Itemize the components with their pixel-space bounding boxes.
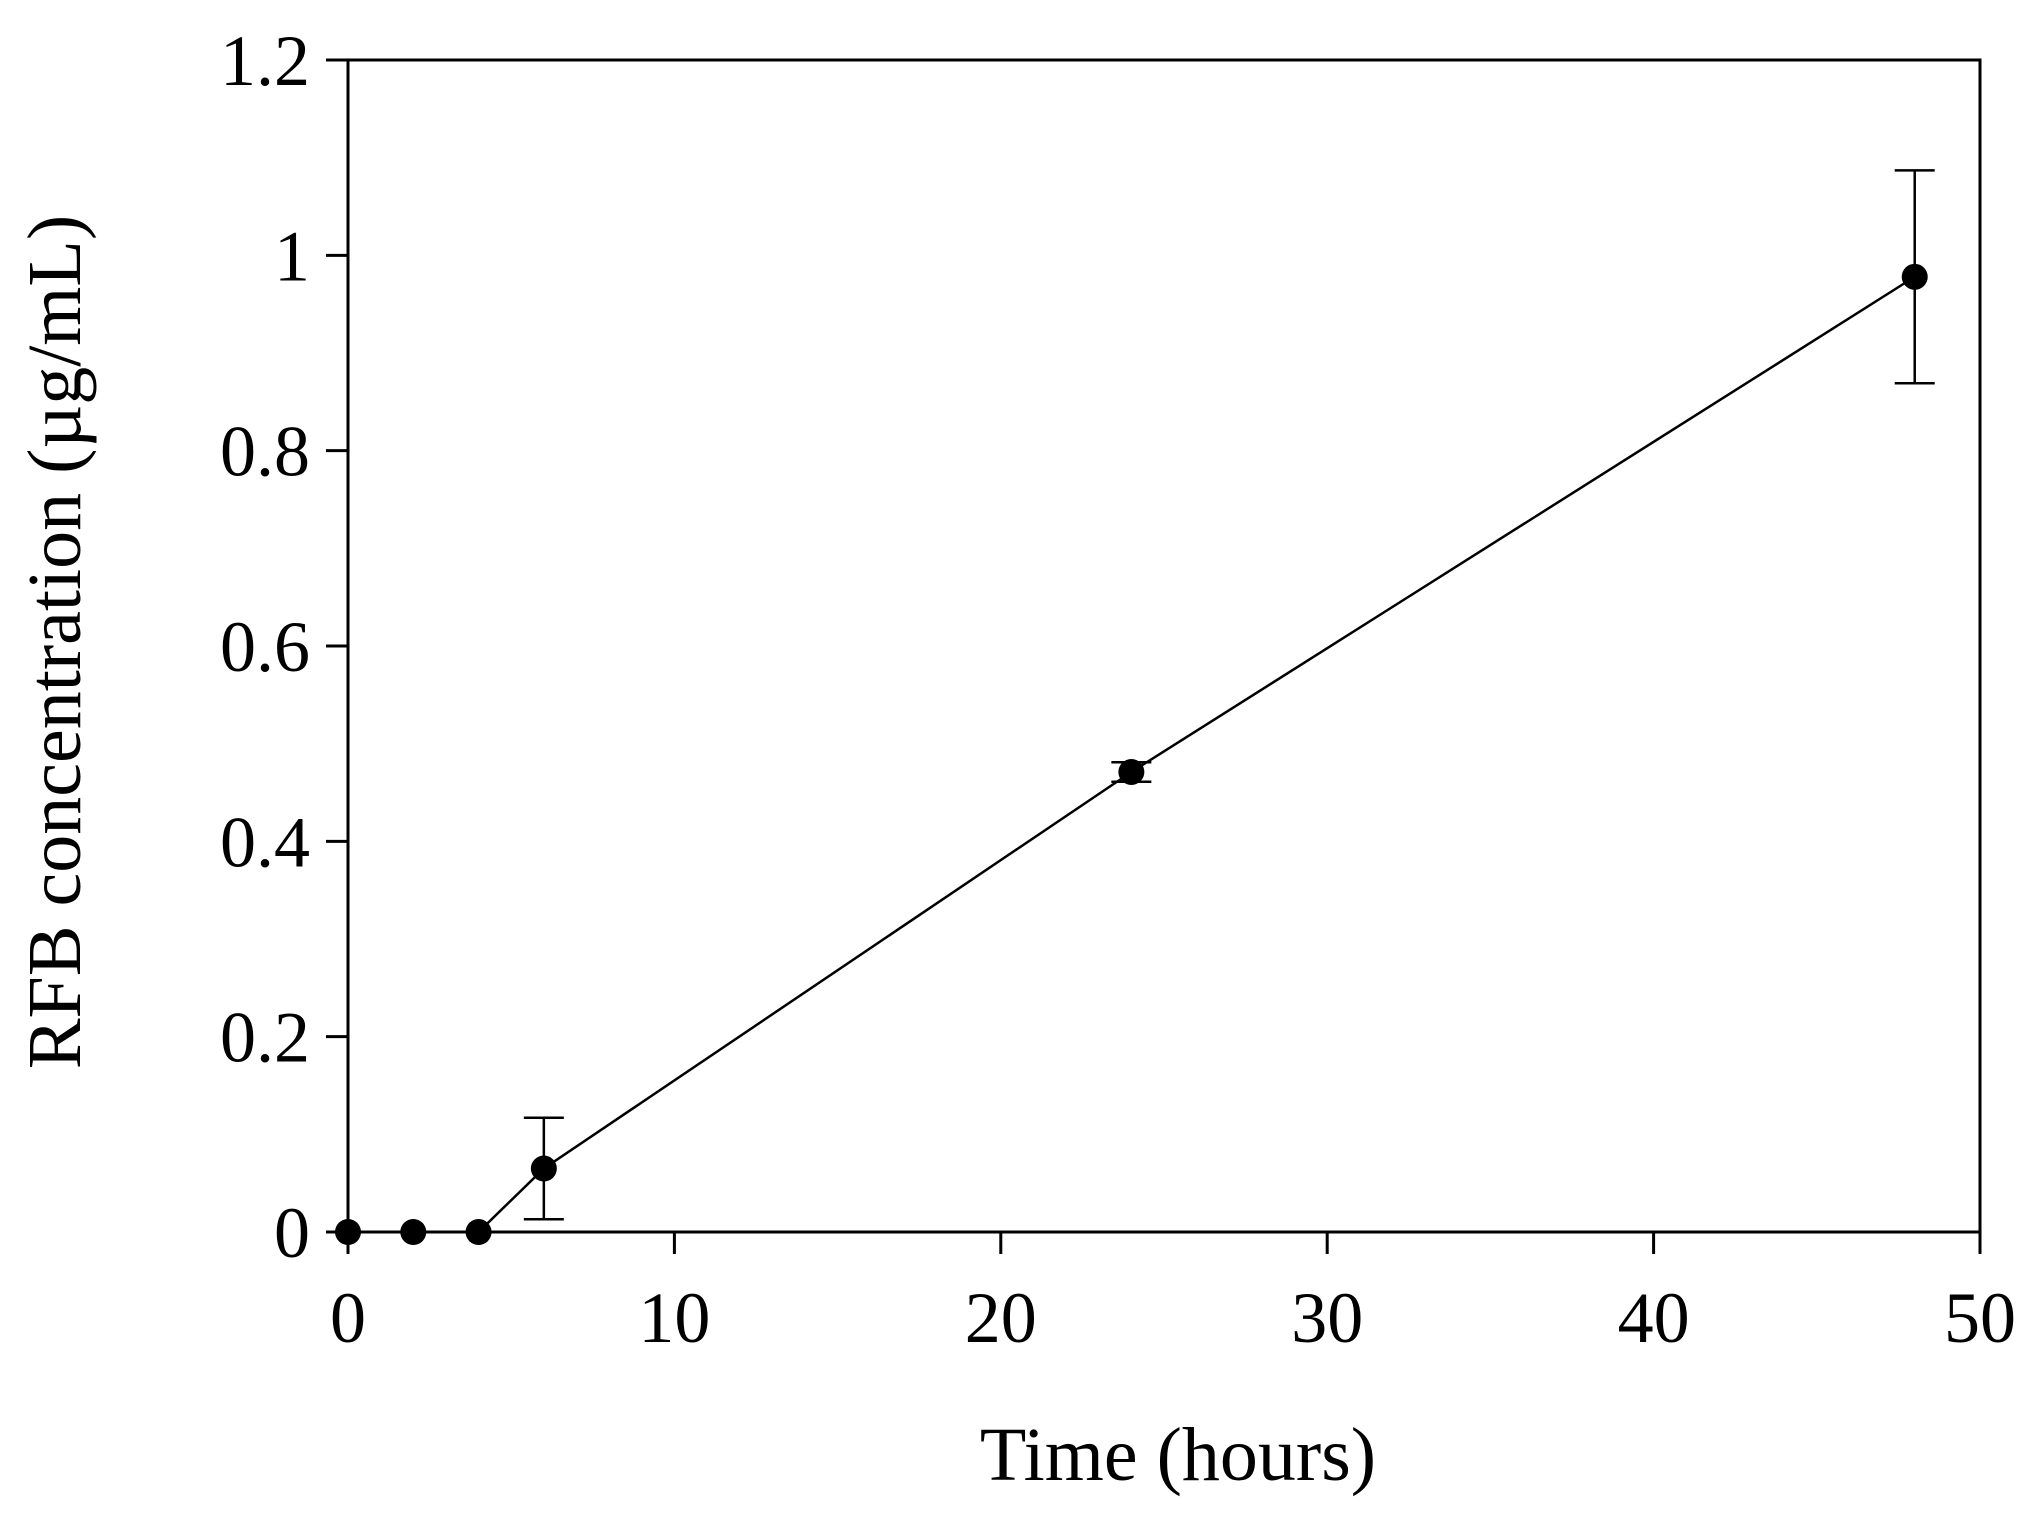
y-tick-label: 0.4 xyxy=(220,802,310,882)
data-point xyxy=(1118,758,1145,785)
x-tick-label: 0 xyxy=(330,1278,366,1358)
plot-frame xyxy=(346,58,1982,1234)
x-tick-label: 30 xyxy=(1291,1278,1363,1358)
y-tick-label: 0 xyxy=(274,1193,310,1273)
series-line xyxy=(348,275,1916,1234)
x-tick-label: 40 xyxy=(1618,1278,1690,1358)
y-tick-label: 0.6 xyxy=(220,607,310,687)
y-tick-label: 1 xyxy=(274,216,310,296)
data-point xyxy=(400,1219,427,1245)
y-axis-title: RFB concentration (µg/mL) xyxy=(13,215,97,1069)
ticks: 0 10 20 30 40 50 0 0.2 0.4 0.6 0.8 1 1.2 xyxy=(220,21,2016,1358)
data-point xyxy=(1901,263,1928,290)
data-point xyxy=(530,1155,557,1182)
x-tick-label: 20 xyxy=(965,1278,1037,1358)
data-point xyxy=(335,1219,361,1245)
series xyxy=(335,169,1935,1245)
axes xyxy=(346,58,1982,1234)
y-tick-label: 1.2 xyxy=(220,21,310,101)
y-tick-label: 0.2 xyxy=(220,998,310,1078)
x-axis-title: Time (hours) xyxy=(980,1413,1376,1497)
y-tick-label: 0.8 xyxy=(220,412,310,492)
data-point xyxy=(465,1219,492,1245)
x-tick-label: 10 xyxy=(638,1278,710,1358)
x-tick-label: 50 xyxy=(1944,1278,2016,1358)
